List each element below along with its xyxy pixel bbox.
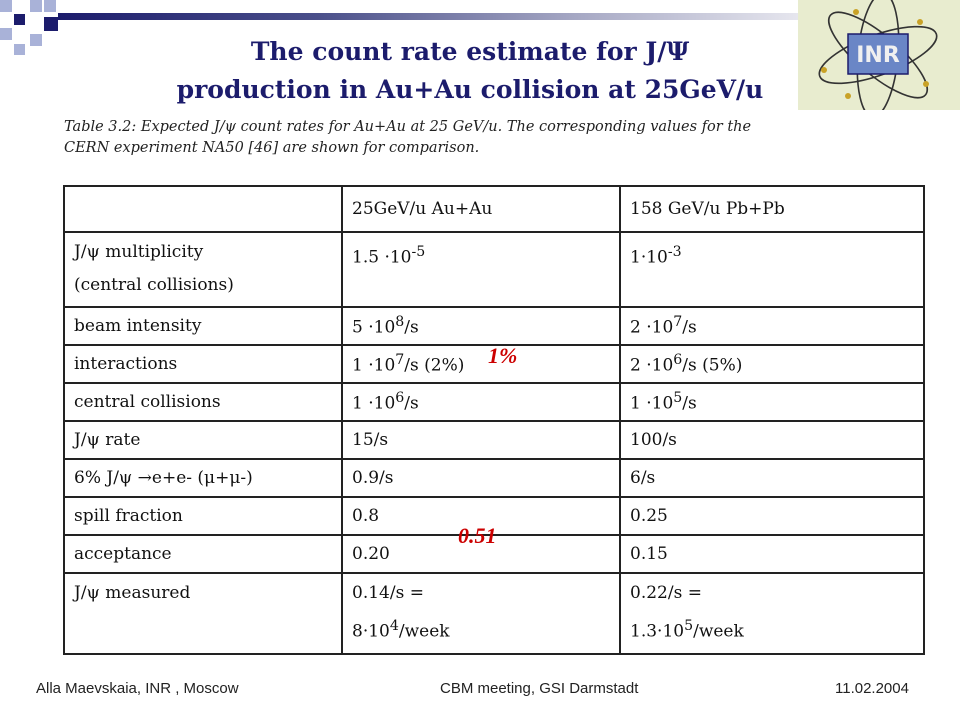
table-row: 6% J/ψ →e+e- (μ+μ-) 0.9/s 6/s <box>63 458 925 498</box>
pb-value: 100/s <box>619 420 925 460</box>
decor-square <box>30 0 42 12</box>
decor-square <box>44 17 58 31</box>
decor-square <box>14 14 25 25</box>
page-title-line-2: production in Au+Au collision at 25GeV/u <box>176 75 764 104</box>
au-value: 0.14/s = 8·104/week <box>341 572 621 655</box>
header-cell-au: 25GeV/u Au+Au <box>341 185 621 233</box>
pb-value: 2 ·107/s <box>619 306 925 346</box>
decor-square <box>30 34 42 46</box>
pb-value: 6/s <box>619 458 925 498</box>
row-label: J/ψ multiplicity (central collisions) <box>63 231 343 308</box>
decor-square <box>0 0 12 12</box>
pb-value: 0.25 <box>619 496 925 536</box>
header-gradient-line <box>58 13 798 20</box>
decor-square <box>0 28 12 40</box>
row-label: 6% J/ψ →e+e- (μ+μ-) <box>63 458 343 498</box>
au-value: 0.8 <box>341 496 621 536</box>
au-value: 0.20 <box>341 534 621 574</box>
header-cell-pb: 158 GeV/u Pb+Pb <box>619 185 925 233</box>
pb-value: 0.15 <box>619 534 925 574</box>
row-label: interactions <box>63 344 343 384</box>
table-row: beam intensity 5 ·108/s 2 ·107/s <box>63 306 925 346</box>
header-cell-empty <box>63 185 343 233</box>
decor-square <box>14 44 25 55</box>
inr-logo: INR <box>798 0 960 110</box>
row-label: J/ψ rate <box>63 420 343 460</box>
table-row: interactions 1 ·107/s (2%) 2 ·106/s (5%) <box>63 344 925 384</box>
au-value: 5 ·108/s <box>341 306 621 346</box>
acceptance-annotation: 0.51 <box>458 523 497 548</box>
table-header-row: 25GeV/u Au+Au 158 GeV/u Pb+Pb <box>63 185 925 233</box>
row-label: central collisions <box>63 382 343 422</box>
table-row: acceptance 0.20 0.15 <box>63 534 925 574</box>
pb-value: 1·10-3 <box>619 231 925 308</box>
table-caption-line-2: CERN experiment NA50 [46] are shown for … <box>64 140 480 156</box>
table-row: J/ψ rate 15/s 100/s <box>63 420 925 460</box>
table-row: spill fraction 0.8 0.25 <box>63 496 925 536</box>
table-row: central collisions 1 ·106/s 1 ·105/s <box>63 382 925 422</box>
table-row: J/ψ measured 0.14/s = 8·104/week 0.22/s … <box>63 572 925 655</box>
count-rate-table: 25GeV/u Au+Au 158 GeV/u Pb+Pb J/ψ multip… <box>63 185 925 655</box>
au-value: 1 ·107/s (2%) <box>341 344 621 384</box>
au-value: 15/s <box>341 420 621 460</box>
interactions-annotation: 1% <box>488 343 518 368</box>
decor-square <box>44 0 56 12</box>
footer-date: 11.02.2004 <box>835 680 909 697</box>
au-value: 0.9/s <box>341 458 621 498</box>
row-label: beam intensity <box>63 306 343 346</box>
logo-text: INR <box>856 43 900 68</box>
footer-event: CBM meeting, GSI Darmstadt <box>440 680 639 697</box>
pb-value: 1 ·105/s <box>619 382 925 422</box>
table-caption-line-1: Table 3.2: Expected J/ψ count rates for … <box>64 119 752 135</box>
row-label: J/ψ measured <box>63 572 343 655</box>
au-value: 1.5 ·10-5 <box>341 231 621 308</box>
row-label: acceptance <box>63 534 343 574</box>
table-row: J/ψ multiplicity (central collisions) 1.… <box>63 231 925 308</box>
page-title: The count rate estimate for J/Ψ producti… <box>70 33 870 109</box>
row-label-line: (central collisions) <box>74 275 234 295</box>
table-caption: Table 3.2: Expected J/ψ count rates for … <box>64 117 924 159</box>
row-label-line: J/ψ multiplicity <box>74 242 204 262</box>
footer-author: Alla Maevskaia, INR , Moscow <box>36 680 239 697</box>
page-title-line-1: The count rate estimate for J/Ψ <box>250 37 690 66</box>
pb-value: 0.22/s = 1.3·105/week <box>619 572 925 655</box>
au-value: 1 ·106/s <box>341 382 621 422</box>
pb-value: 2 ·106/s (5%) <box>619 344 925 384</box>
row-label: spill fraction <box>63 496 343 536</box>
